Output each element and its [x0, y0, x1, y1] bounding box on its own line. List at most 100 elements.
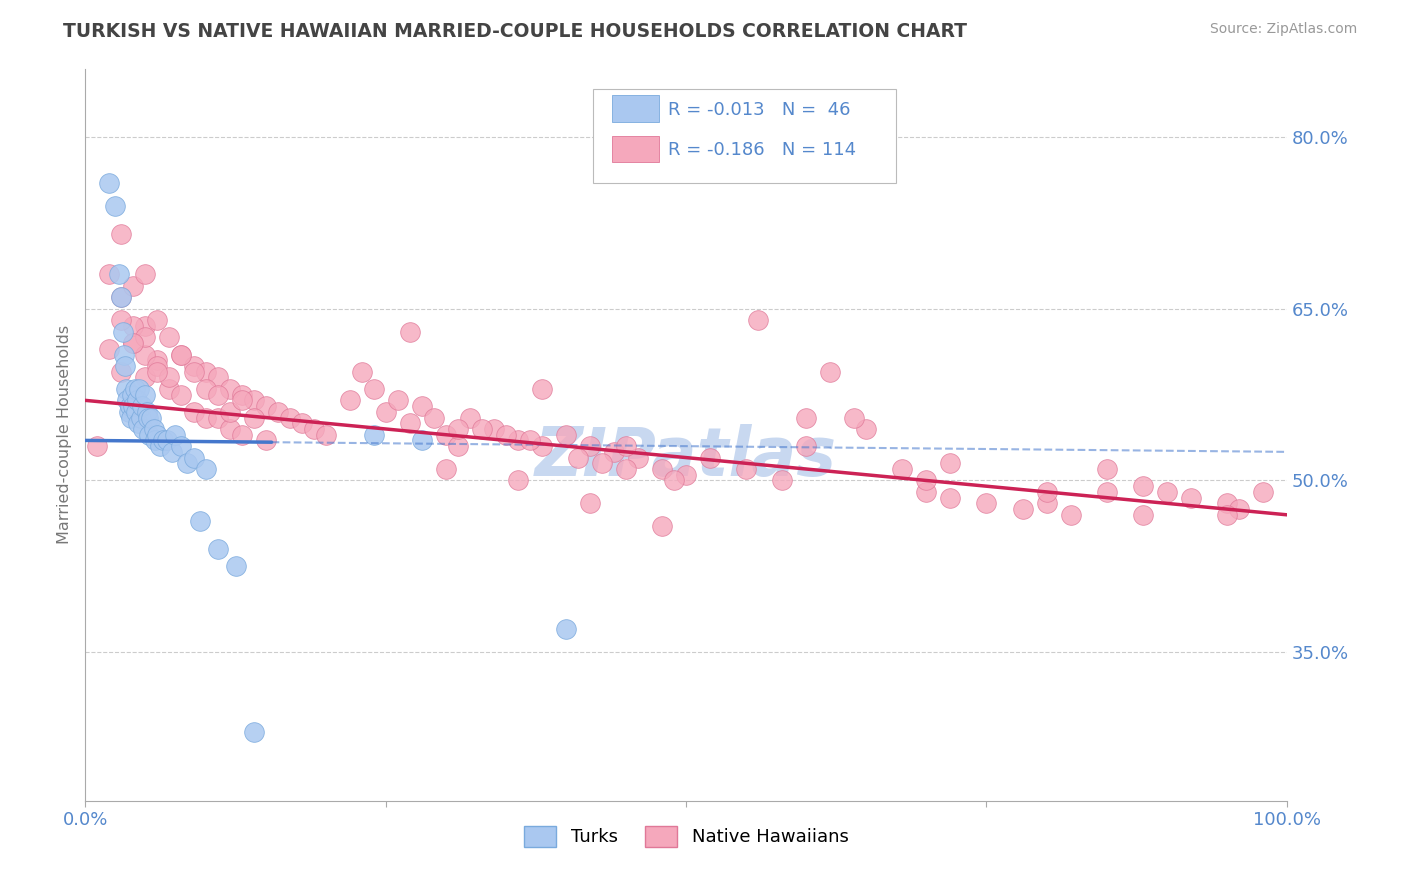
Point: [939, 491, 962, 505]
Point: [225, 559, 247, 574]
Point: [125, 405, 148, 419]
Point: [591, 456, 613, 470]
Point: [291, 417, 314, 431]
Point: [350, 365, 373, 379]
Point: [242, 725, 264, 739]
Point: [128, 382, 150, 396]
Point: [207, 542, 229, 557]
Point: [447, 439, 470, 453]
Point: [231, 393, 253, 408]
Point: [662, 474, 685, 488]
Point: [138, 427, 160, 442]
Point: [134, 268, 156, 282]
Point: [122, 336, 145, 351]
Point: [176, 456, 198, 470]
Point: [98, 342, 121, 356]
Point: [939, 456, 962, 470]
Point: [134, 387, 156, 401]
Point: [315, 427, 337, 442]
Point: [120, 410, 142, 425]
Point: [506, 434, 529, 448]
Point: [121, 387, 143, 401]
Point: [117, 405, 139, 419]
Point: [482, 422, 505, 436]
Point: [506, 474, 529, 488]
Point: [152, 434, 174, 448]
Text: ZIPatlas: ZIPatlas: [536, 424, 837, 490]
Point: [159, 370, 181, 384]
Point: [266, 405, 288, 419]
Point: [794, 410, 817, 425]
Point: [530, 439, 553, 453]
Point: [134, 318, 156, 333]
Point: [108, 268, 131, 282]
Point: [98, 268, 121, 282]
Point: [134, 348, 156, 362]
Point: [117, 393, 139, 408]
Point: [207, 410, 229, 425]
Point: [651, 462, 673, 476]
Point: [170, 439, 193, 453]
Point: [135, 405, 157, 419]
Point: [159, 382, 181, 396]
Text: R = -0.186   N = 114: R = -0.186 N = 114: [668, 141, 856, 159]
Point: [111, 325, 134, 339]
Point: [218, 405, 240, 419]
Point: [699, 450, 721, 465]
Point: [207, 387, 229, 401]
Point: [747, 313, 769, 327]
Point: [1156, 484, 1178, 499]
Point: [183, 365, 205, 379]
Point: [411, 399, 433, 413]
Point: [915, 474, 938, 488]
Point: [146, 359, 169, 373]
Point: [339, 393, 361, 408]
Point: [188, 514, 211, 528]
Point: [579, 496, 602, 510]
Point: [567, 450, 589, 465]
Point: [122, 279, 145, 293]
Point: [242, 410, 264, 425]
Point: [146, 353, 169, 368]
Point: [363, 382, 385, 396]
Point: [134, 370, 156, 384]
Point: [110, 365, 132, 379]
Point: [1216, 508, 1239, 522]
Point: [555, 622, 578, 636]
Point: [374, 405, 396, 419]
Point: [194, 382, 217, 396]
Point: [165, 427, 187, 442]
Point: [423, 410, 446, 425]
Point: [98, 176, 121, 190]
Point: [855, 422, 877, 436]
Point: [207, 370, 229, 384]
Point: [976, 496, 998, 510]
Point: [112, 348, 135, 362]
Point: [146, 427, 169, 442]
Point: [146, 365, 169, 379]
Point: [495, 427, 517, 442]
Point: [194, 462, 217, 476]
Point: [363, 427, 385, 442]
Point: [159, 330, 181, 344]
Point: [278, 410, 301, 425]
Point: [122, 318, 145, 333]
Point: [160, 445, 183, 459]
Point: [110, 290, 132, 304]
Point: [122, 399, 145, 413]
Point: [146, 313, 169, 327]
Point: [183, 359, 205, 373]
Point: [131, 399, 153, 413]
Point: [675, 467, 697, 482]
Point: [218, 382, 240, 396]
Point: [194, 365, 217, 379]
Point: [1251, 484, 1274, 499]
Point: [125, 393, 148, 408]
Point: [820, 365, 842, 379]
Point: [579, 439, 602, 453]
Point: [651, 519, 673, 533]
Point: [915, 484, 938, 499]
Point: [183, 405, 205, 419]
Point: [156, 434, 179, 448]
Point: [1035, 484, 1057, 499]
